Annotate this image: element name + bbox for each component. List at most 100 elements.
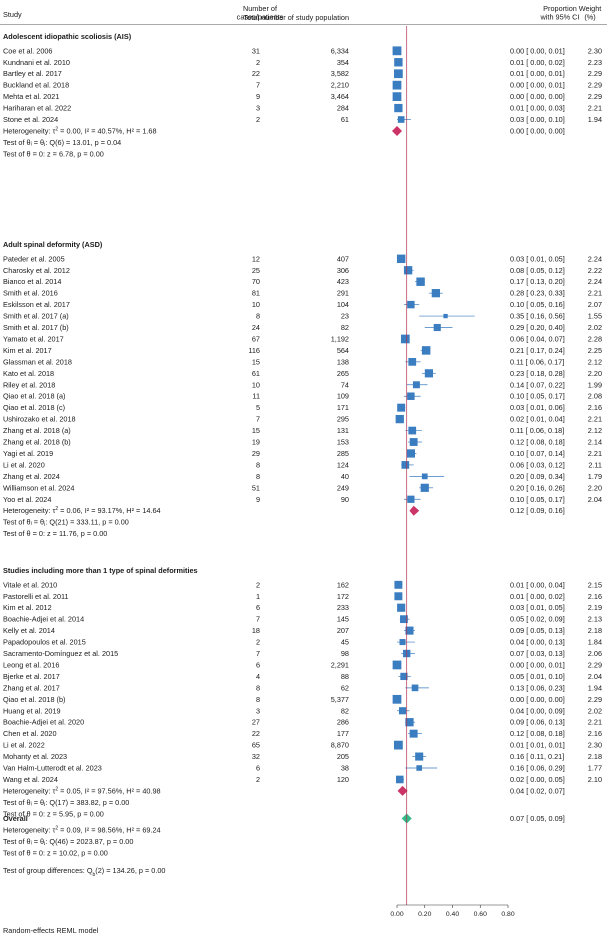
study-marker: [420, 483, 429, 492]
study-marker: [399, 639, 406, 646]
study-label: Stone et al. 2024: [3, 115, 58, 124]
study-ci-text: 0.05 [ 0.02, 0.09]: [510, 615, 565, 624]
study-weight: 2.14: [588, 438, 602, 447]
study-label: Bartley et al. 2017: [3, 69, 62, 78]
study-total: 354: [337, 58, 349, 67]
study-total: 286: [337, 718, 349, 727]
x-axis-tick-label: 0.40: [446, 911, 459, 918]
study-cases: 32: [252, 752, 260, 761]
study-total: 62: [341, 683, 349, 692]
study-label: Yoo et al. 2024: [3, 495, 51, 504]
study-total: 5,377: [331, 695, 349, 704]
study-weight: 2.18: [588, 752, 602, 761]
study-weight: 2.24: [588, 254, 602, 263]
study-ci-text: 0.08 [ 0.05, 0.12]: [510, 266, 565, 275]
study-ci-text: 0.00 [ 0.00, 0.00]: [510, 92, 565, 101]
study-weight: 2.21: [588, 718, 602, 727]
study-ci-text: 0.16 [ 0.11, 0.21]: [510, 752, 564, 761]
study-ci-text: 0.01 [ 0.01, 0.01]: [510, 741, 565, 750]
study-label: Boachie-Adjei et al. 2014: [3, 615, 84, 624]
study-label: Wang et al. 2024: [3, 775, 58, 784]
study-marker: [397, 116, 405, 123]
study-ci-text: 0.01 [ 0.00, 0.01]: [510, 69, 565, 78]
study-weight: 2.11: [588, 460, 602, 469]
study-marker: [407, 300, 415, 309]
study-ci-text: 0.04 [ 0.00, 0.09]: [510, 706, 565, 715]
study-label: Riley et al. 2018: [3, 380, 55, 389]
group-pooled-ci-text: 0.04 [ 0.02, 0.07]: [510, 786, 565, 795]
study-weight: 2.08: [588, 392, 602, 401]
study-marker: [433, 323, 441, 332]
study-cases: 1: [256, 592, 260, 601]
study-cases: 5: [256, 403, 260, 412]
study-weight: 2.21: [588, 289, 602, 298]
study-cases: 25: [252, 266, 260, 275]
study-weight: 2.20: [588, 369, 602, 378]
study-cases: 12: [252, 254, 260, 263]
study-label: Charosky et al. 2012: [3, 266, 70, 275]
study-label: Van Halm-Lutterodt et al. 2023: [3, 764, 102, 773]
study-label: Buckland et al. 2018: [3, 81, 69, 90]
study-ci-text: 0.29 [ 0.20, 0.40]: [510, 323, 565, 332]
study-label: Boachie-Adjei et al. 2020: [3, 718, 84, 727]
study-weight: 2.04: [588, 495, 602, 504]
study-label: Zhang et al. 2017: [3, 683, 60, 692]
study-ci-text: 0.35 [ 0.16, 0.56]: [510, 312, 565, 321]
study-cases: 24: [252, 323, 260, 332]
study-total: 82: [341, 706, 349, 715]
study-weight: 2.16: [588, 403, 602, 412]
study-ci-text: 0.03 [ 0.01, 0.05]: [510, 254, 565, 263]
group-q-test: Test of θᵢ = θⱼ: Q(17) = 383.82, p = 0.0…: [3, 798, 129, 807]
study-label: Qiao et al. 2018 (c): [3, 403, 65, 412]
study-cases: 2: [256, 115, 260, 124]
study-weight: 2.24: [588, 277, 602, 286]
study-marker: [409, 438, 418, 446]
header-weight: Weight (%): [579, 4, 602, 22]
study-ci-text: 0.00 [ 0.00, 0.01]: [510, 46, 565, 55]
study-weight: 1.99: [588, 380, 602, 389]
study-label: Eskilsson et al. 2017: [3, 300, 70, 309]
study-marker: [398, 707, 407, 715]
study-cases: 8: [256, 312, 260, 321]
study-total: 153: [337, 438, 349, 447]
study-total: 291: [337, 289, 349, 298]
study-marker: [393, 740, 403, 750]
study-weight: 2.29: [588, 81, 602, 90]
study-weight: 2.15: [588, 580, 602, 589]
study-weight: 2.21: [588, 415, 602, 424]
study-marker: [397, 603, 406, 612]
study-total: 90: [341, 495, 349, 504]
study-marker: [421, 473, 428, 480]
study-marker: [394, 69, 403, 79]
study-label: Sacramento-Domínguez et al. 2015: [3, 649, 118, 658]
study-marker: [412, 381, 420, 389]
study-label: Leong et al. 2016: [3, 660, 59, 669]
study-total: 138: [337, 357, 349, 366]
study-ci-text: 0.13 [ 0.06, 0.23]: [510, 683, 565, 692]
study-cases: 15: [252, 357, 260, 366]
study-cases: 2: [256, 58, 260, 67]
study-weight: 2.29: [588, 69, 602, 78]
study-label: Bianco et al. 2014: [3, 277, 61, 286]
x-axis-tick-label: 0.60: [474, 911, 487, 918]
study-ci-text: 0.03 [ 0.01, 0.06]: [510, 403, 565, 412]
study-label: Bjerke et al. 2017: [3, 672, 60, 681]
study-weight: 2.10: [588, 775, 602, 784]
study-marker: [392, 660, 402, 670]
study-marker: [401, 461, 410, 469]
study-marker: [411, 684, 419, 692]
group-heterogeneity: Heterogeneity: τ2 = 0.00, I² = 40.57%, H…: [3, 126, 157, 135]
study-total: 249: [337, 483, 349, 492]
header-ci: Proportion with 95% CI: [540, 4, 580, 22]
study-cases: 65: [252, 741, 260, 750]
study-cases: 8: [256, 472, 260, 481]
study-weight: 1.84: [588, 638, 602, 647]
study-label: Smith et al. 2016: [3, 289, 58, 298]
study-cases: 22: [252, 69, 260, 78]
study-weight: 2.12: [588, 426, 602, 435]
study-weight: 2.06: [588, 649, 602, 658]
group-diamond: [409, 505, 420, 516]
study-cases: 61: [252, 369, 260, 378]
study-ci-text: 0.06 [ 0.04, 0.07]: [510, 334, 565, 343]
